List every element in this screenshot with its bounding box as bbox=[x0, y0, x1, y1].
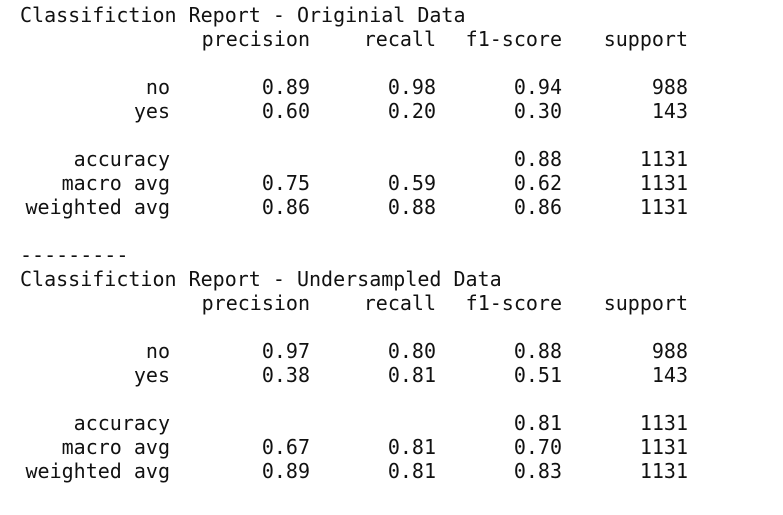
cell-precision: 0.38 bbox=[261, 363, 310, 387]
row-label: no bbox=[145, 339, 170, 363]
cell-precision: 0.75 bbox=[261, 171, 310, 195]
cell-recall: 0.20 bbox=[387, 99, 436, 123]
row-label: no bbox=[145, 75, 170, 99]
cell-recall: 0.88 bbox=[387, 195, 436, 219]
cell-recall: 0.59 bbox=[387, 171, 436, 195]
cell-recall: 0.98 bbox=[387, 75, 436, 99]
cell-precision: 0.89 bbox=[261, 75, 310, 99]
cell-f1: 0.86 bbox=[513, 195, 562, 219]
row-label: macro avg bbox=[61, 171, 170, 195]
row-label: accuracy bbox=[73, 411, 170, 435]
cell-support: 1131 bbox=[639, 411, 688, 435]
header-support: support bbox=[603, 27, 688, 51]
cell-support: 988 bbox=[651, 339, 688, 363]
cell-support: 1131 bbox=[639, 435, 688, 459]
cell-precision: 0.60 bbox=[261, 99, 310, 123]
row-label: weighted avg bbox=[25, 459, 171, 483]
cell-precision: 0.97 bbox=[261, 339, 310, 363]
row-label: accuracy bbox=[73, 147, 170, 171]
header-f1-score: f1-score bbox=[465, 291, 562, 315]
cell-support: 143 bbox=[651, 99, 688, 123]
cell-support: 1131 bbox=[639, 195, 688, 219]
header-f1-score: f1-score bbox=[465, 27, 562, 51]
cell-f1: 0.51 bbox=[513, 363, 562, 387]
header-recall: recall bbox=[363, 27, 436, 51]
cell-f1: 0.88 bbox=[513, 147, 562, 171]
row-label: macro avg bbox=[61, 435, 170, 459]
cell-support: 1131 bbox=[639, 459, 688, 483]
header-recall: recall bbox=[363, 291, 436, 315]
cell-recall: 0.80 bbox=[387, 339, 436, 363]
header-precision: precision bbox=[201, 27, 310, 51]
cell-support: 1131 bbox=[639, 171, 688, 195]
report-title: Classifiction Report - Undersampled Data bbox=[20, 267, 502, 291]
row-label: yes bbox=[133, 363, 170, 387]
cell-f1: 0.88 bbox=[513, 339, 562, 363]
row-label: yes bbox=[133, 99, 170, 123]
cell-f1: 0.62 bbox=[513, 171, 562, 195]
cell-f1: 0.94 bbox=[513, 75, 562, 99]
cell-recall: 0.81 bbox=[387, 435, 436, 459]
separator-line: --------- bbox=[20, 243, 129, 267]
cell-recall: 0.81 bbox=[387, 363, 436, 387]
cell-recall: 0.81 bbox=[387, 459, 436, 483]
cell-support: 988 bbox=[651, 75, 688, 99]
cell-precision: 0.86 bbox=[261, 195, 310, 219]
header-precision: precision bbox=[201, 291, 310, 315]
cell-support: 1131 bbox=[639, 147, 688, 171]
cell-f1: 0.70 bbox=[513, 435, 562, 459]
cell-support: 143 bbox=[651, 363, 688, 387]
cell-precision: 0.89 bbox=[261, 459, 310, 483]
cell-precision: 0.67 bbox=[261, 435, 310, 459]
row-label: weighted avg bbox=[25, 195, 171, 219]
cell-f1: 0.30 bbox=[513, 99, 562, 123]
report-title: Classifiction Report - Originial Data bbox=[20, 3, 466, 27]
cell-f1: 0.81 bbox=[513, 411, 562, 435]
header-support: support bbox=[603, 291, 688, 315]
cell-f1: 0.83 bbox=[513, 459, 562, 483]
